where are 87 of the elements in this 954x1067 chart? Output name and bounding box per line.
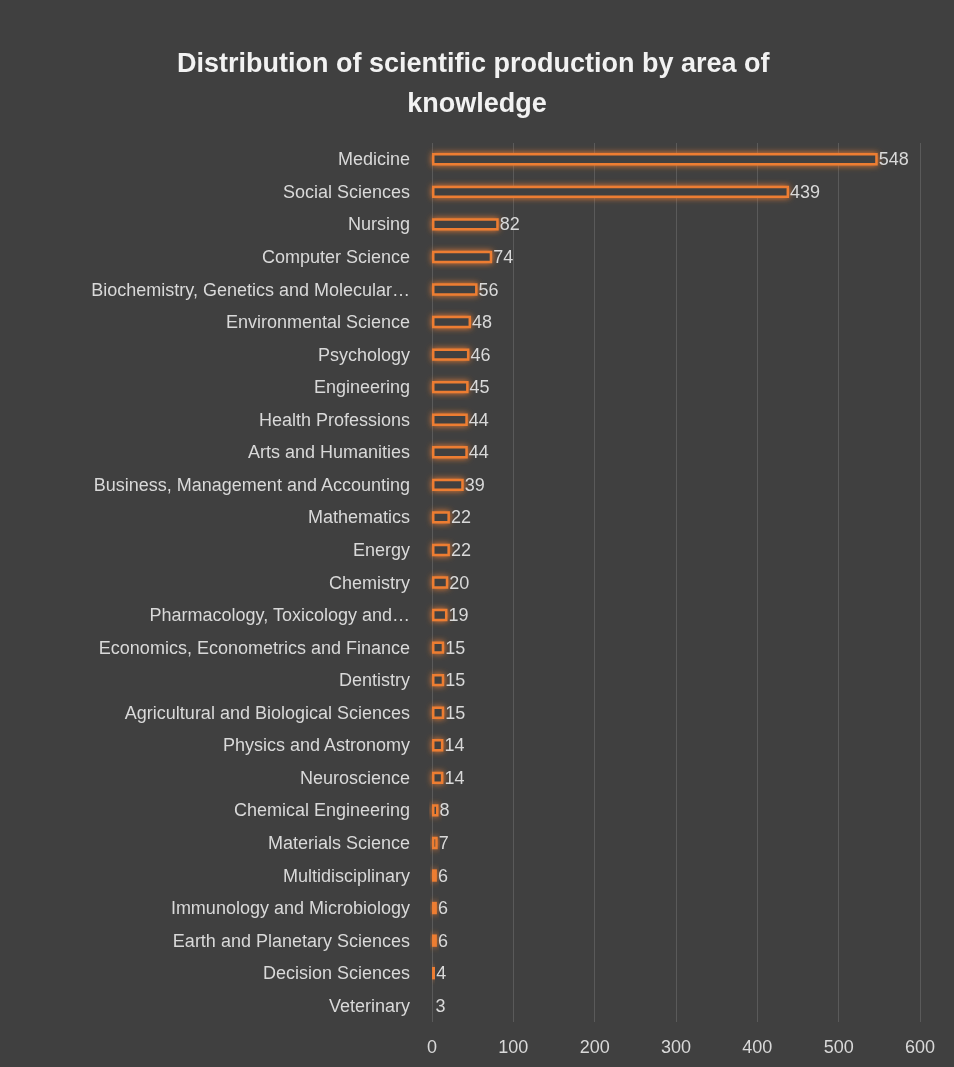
y-tick-label: Chemistry <box>328 572 410 593</box>
data-label: 46 <box>470 344 491 365</box>
y-tick-label: Materials Science <box>267 832 410 853</box>
y-tick-label: Agricultural and Biological Sciences <box>124 702 410 723</box>
y-tick-label: Nursing <box>347 214 410 235</box>
data-label: 439 <box>790 181 821 202</box>
data-label: 82 <box>499 214 520 235</box>
bar <box>432 608 448 622</box>
x-tick-label: 400 <box>742 1037 773 1057</box>
y-tick-label: Medicine <box>337 149 410 170</box>
x-tick-label: 500 <box>823 1037 854 1057</box>
data-label: 44 <box>468 409 489 430</box>
bar <box>432 706 445 719</box>
y-tick-label: Immunology and Microbiology <box>170 898 410 919</box>
x-tick-label: 100 <box>498 1037 529 1057</box>
bar <box>432 641 445 654</box>
y-tick-label: Energy <box>352 539 410 560</box>
data-label: 48 <box>472 312 493 333</box>
data-label: 7 <box>438 832 449 853</box>
data-label: 44 <box>468 442 489 463</box>
bar <box>432 153 878 166</box>
data-label: 14 <box>444 767 465 788</box>
y-tick-label: Veterinary <box>328 995 410 1016</box>
bar <box>432 185 790 199</box>
bar <box>432 543 450 557</box>
bar <box>432 804 439 817</box>
chart-title: Distribution of scientific production by area of knowledge <box>176 48 778 118</box>
data-label: 6 <box>437 865 448 886</box>
bar <box>432 901 437 915</box>
y-tick-label: Dentistry <box>338 670 410 691</box>
bar <box>432 869 437 882</box>
data-label: 4 <box>436 963 447 984</box>
y-tick-label: Pharmacology, Toxicology and… <box>149 605 410 626</box>
y-tick-label: Computer Science <box>261 246 410 267</box>
data-label: 39 <box>464 474 485 495</box>
bar <box>432 836 438 850</box>
data-label: 22 <box>450 507 471 528</box>
bar <box>432 934 437 947</box>
y-tick-label: Environmental Science <box>225 312 410 333</box>
y-tick-label: Neuroscience <box>299 767 410 788</box>
x-tick-label: 0 <box>426 1037 438 1057</box>
y-tick-label: Mathematics <box>307 507 410 528</box>
data-label: 6 <box>437 898 448 919</box>
bar <box>432 250 493 264</box>
bar <box>432 218 499 231</box>
data-label: 19 <box>448 605 469 626</box>
data-label: 45 <box>469 377 490 398</box>
data-label: 15 <box>445 670 466 691</box>
x-tick-label: 600 <box>904 1037 936 1057</box>
data-label: 548 <box>878 149 909 170</box>
data-label: 8 <box>439 800 450 821</box>
data-label: 74 <box>493 246 514 267</box>
data-label: 56 <box>478 279 499 300</box>
bar <box>432 446 468 459</box>
y-tick-label: Chemical Engineering <box>233 800 410 821</box>
x-tick-label: 300 <box>660 1037 692 1057</box>
data-label: 20 <box>449 572 470 593</box>
x-tick-label: 200 <box>579 1037 610 1057</box>
bar <box>432 315 472 329</box>
y-tick-label: Engineering <box>313 377 410 398</box>
data-label: 6 <box>437 930 448 951</box>
y-tick-label: Decision Sciences <box>262 963 410 984</box>
y-tick-label: Biochemistry, Genetics and Molecular… <box>91 279 410 300</box>
bar <box>432 576 449 589</box>
data-label: 14 <box>444 735 465 756</box>
bar <box>432 739 444 752</box>
y-tick-label: Earth and Planetary Sciences <box>172 930 410 951</box>
y-tick-label: Health Professions <box>258 409 410 430</box>
y-tick-label: Psychology <box>317 344 410 365</box>
bar <box>432 413 468 426</box>
bar <box>432 283 478 296</box>
data-label: 15 <box>445 702 466 723</box>
bar <box>432 478 464 492</box>
y-tick-label: Economics, Econometrics and Finance <box>98 637 410 658</box>
y-tick-label: Multidisciplinary <box>282 865 410 886</box>
bar <box>432 771 444 785</box>
bar <box>432 511 450 524</box>
data-label: 15 <box>445 637 466 658</box>
data-label: 3 <box>435 995 446 1016</box>
y-tick-label: Business, Management and Accounting <box>93 474 410 495</box>
y-tick-label: Physics and Astronomy <box>222 735 410 756</box>
bar <box>432 673 445 687</box>
data-label: 22 <box>450 539 471 560</box>
bar <box>432 380 469 394</box>
y-tick-label: Arts and Humanities <box>247 442 410 463</box>
bar <box>432 348 470 361</box>
y-tick-label: Social Sciences <box>282 181 410 202</box>
